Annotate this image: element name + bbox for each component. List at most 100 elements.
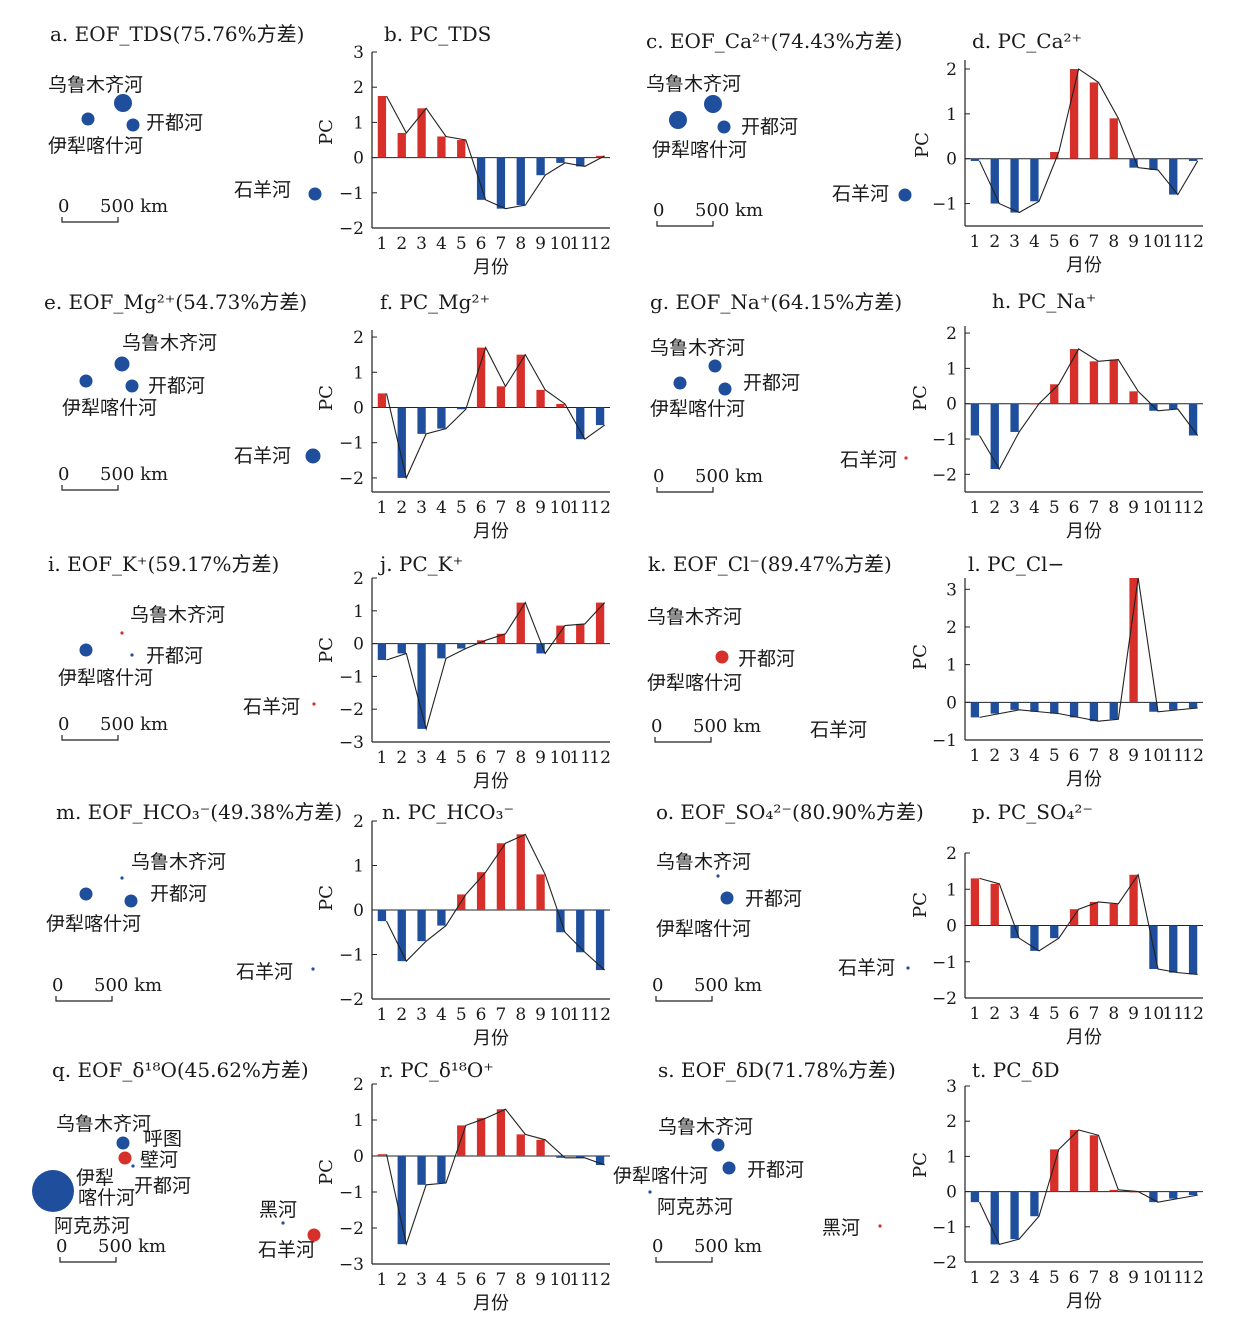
site-label: 石羊河 xyxy=(832,183,889,205)
site-dot xyxy=(81,112,95,126)
site-label: 石羊河 xyxy=(810,719,867,741)
scale-distance-label: 500 km xyxy=(100,714,168,735)
site-label: 伊犁喀什河 xyxy=(58,667,153,689)
pc-line xyxy=(385,1108,605,1247)
site-label: 乌鲁木齐河 xyxy=(131,851,226,873)
x-tick-label: 3 xyxy=(1009,498,1020,518)
x-tick-label: 8 xyxy=(1108,498,1119,518)
x-tick-label: 9 xyxy=(535,1270,546,1290)
x-tick-label: 2 xyxy=(989,1004,1000,1024)
pc-panel-title: b. PC_TDS xyxy=(384,22,491,46)
site-dot xyxy=(711,1138,725,1152)
x-tick-label: 12 xyxy=(589,234,611,254)
x-tick-label: 7 xyxy=(496,1270,507,1290)
x-tick-label: 12 xyxy=(589,1005,611,1025)
x-tick-label: 5 xyxy=(456,748,467,768)
y-tick-label: −1 xyxy=(339,434,364,454)
site-label: 开都河 xyxy=(148,375,205,397)
pc-bar xyxy=(1050,1149,1059,1192)
x-tick-label: 9 xyxy=(535,748,546,768)
x-tick-label: 4 xyxy=(1029,1268,1040,1288)
pc-panel-title: p. PC_SO₄²⁻ xyxy=(972,800,1093,824)
y-tick-label: 0 xyxy=(946,693,957,713)
pc-bar xyxy=(1089,901,1099,926)
site-label: 开都河 xyxy=(741,116,798,138)
x-tick-label: 8 xyxy=(515,748,526,768)
pc-bar xyxy=(1129,874,1138,926)
x-tick-label: 3 xyxy=(416,748,427,768)
x-tick-label: 8 xyxy=(1108,232,1119,252)
scale-bar xyxy=(655,996,713,1002)
x-tick-label: 12 xyxy=(589,498,611,518)
scale-bar xyxy=(61,217,119,223)
pc-bar xyxy=(437,136,446,158)
site-dot xyxy=(308,187,322,201)
x-tick-label: 4 xyxy=(436,1005,447,1025)
pc-bar xyxy=(516,157,525,206)
site-dot xyxy=(118,1151,132,1165)
x-tick-label: 11 xyxy=(569,498,591,518)
scale-bar xyxy=(55,996,113,1002)
map-panel-title: k. EOF_Cl⁻(89.47%方差) xyxy=(648,552,892,576)
pc-line xyxy=(386,601,606,731)
site-dot xyxy=(120,876,124,880)
site-dot xyxy=(125,379,139,393)
x-axis-label: 月份 xyxy=(473,1028,509,1049)
pc-bar xyxy=(556,1156,565,1158)
site-label: 乌鲁木齐河 xyxy=(658,1116,753,1138)
pc-bar xyxy=(1010,702,1019,710)
x-tick-label: 4 xyxy=(1029,746,1040,766)
site-label: 石羊河 xyxy=(234,445,291,467)
scale-distance-label: 500 km xyxy=(694,1236,762,1257)
map-panel-title: s. EOF_δD(71.78%方差) xyxy=(658,1058,896,1082)
x-tick-label: 12 xyxy=(589,1270,611,1290)
x-tick-label: 10 xyxy=(1143,232,1165,252)
y-tick-label: −1 xyxy=(339,946,364,966)
site-dot xyxy=(311,967,315,971)
x-tick-label: 1 xyxy=(970,1004,981,1024)
pc-bar xyxy=(377,96,387,158)
site-dot xyxy=(648,1190,652,1194)
y-tick-label: 2 xyxy=(946,1112,957,1132)
y-tick-label: 0 xyxy=(353,149,364,169)
x-tick-label: 5 xyxy=(456,498,467,518)
x-tick-label: 1 xyxy=(377,1270,388,1290)
pc-bar xyxy=(970,878,980,926)
pc-line xyxy=(386,95,605,210)
y-tick-label: 2 xyxy=(946,844,957,864)
y-tick-label: −1 xyxy=(932,731,957,751)
y-tick-label: −1 xyxy=(932,953,957,973)
y-tick-label: −1 xyxy=(932,430,957,450)
pc-line xyxy=(385,346,605,480)
pc-bar xyxy=(1010,158,1019,213)
x-tick-label: 1 xyxy=(970,746,981,766)
pc-bar xyxy=(516,1134,525,1156)
pc-bar xyxy=(476,347,486,408)
site-dot xyxy=(79,887,93,901)
x-tick-label: 6 xyxy=(476,1005,487,1025)
y-axis-label: PC xyxy=(912,132,933,158)
pc-bar xyxy=(417,910,426,942)
pc-panel-title: t. PC_δD xyxy=(972,1058,1060,1082)
x-tick-label: 5 xyxy=(456,1270,467,1290)
pc-bar xyxy=(1069,702,1079,718)
pc-bar xyxy=(1109,903,1118,926)
y-tick-label: 1 xyxy=(946,359,957,379)
pc-bar xyxy=(437,643,446,659)
pc-bar xyxy=(595,910,605,971)
pc-line xyxy=(979,577,1198,722)
scale-distance-label: 500 km xyxy=(94,975,162,996)
pc-bar xyxy=(397,643,406,654)
pc-bar xyxy=(1109,1189,1118,1192)
site-label: 开都河 xyxy=(146,112,203,134)
x-tick-label: 4 xyxy=(436,1270,447,1290)
